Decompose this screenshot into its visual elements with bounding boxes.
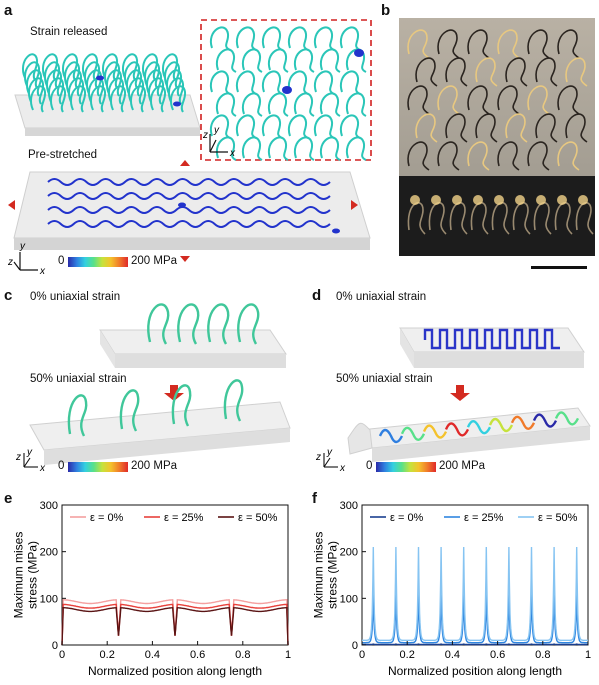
x-axis-label: Normalized position along length xyxy=(388,664,562,678)
panel-d-illustration: z y x xyxy=(315,327,591,474)
legend-label-1: ε = 25% xyxy=(464,512,504,524)
series-line-0 xyxy=(61,598,289,646)
d-axes-icon xyxy=(323,453,338,468)
d-down-arrow xyxy=(450,385,470,401)
colorbar-c xyxy=(68,462,128,472)
x-tick-label: 1 xyxy=(285,649,291,661)
chart-f: 0 0.2 0.4 0.6 0.8 1 0 100 200 300 Normalized posit… xyxy=(312,500,591,678)
y-tick-label: 200 xyxy=(40,547,58,559)
released-helices xyxy=(22,53,187,113)
prestretched-serpentine xyxy=(47,178,331,228)
x-tick-label: 0.2 xyxy=(400,649,415,661)
y-tick-label: 300 xyxy=(40,500,58,512)
colorbar-d xyxy=(376,462,436,472)
x-tick-label: 0.8 xyxy=(235,649,250,661)
released-center-dot xyxy=(96,75,104,81)
svg-text:x: x xyxy=(339,463,346,474)
legend-label-2: ε = 50% xyxy=(238,512,278,524)
y-tick-label: 0 xyxy=(52,640,58,652)
y-tick-label: 300 xyxy=(340,500,358,512)
svg-text:y: y xyxy=(326,447,333,458)
panel-b-photo xyxy=(399,18,595,256)
svg-text:x: x xyxy=(39,266,46,277)
svg-text:z: z xyxy=(15,452,21,463)
strain-released-caption: Strain released xyxy=(30,26,108,38)
panel-label-b: b xyxy=(381,2,391,19)
svg-text:y: y xyxy=(26,447,33,458)
y-tick-label: 100 xyxy=(340,593,358,605)
legend-label-1: ε = 25% xyxy=(164,512,204,524)
svg-text:y: y xyxy=(213,125,220,136)
x-tick-label: 0.6 xyxy=(490,649,505,661)
x-tick-label: 0 xyxy=(59,649,65,661)
prestretched-axes-icon xyxy=(13,252,38,271)
d-top-caption: 0% uniaxial strain xyxy=(336,291,427,303)
panel-label-e: e xyxy=(4,490,13,507)
x-tick-label: 0 xyxy=(359,649,365,661)
svg-text:z: z xyxy=(315,452,321,463)
panel-label-f: f xyxy=(312,490,317,507)
panel-c-illustration: z y x xyxy=(15,303,291,474)
y-axis-label: Maximum misesstress (MPa) xyxy=(312,532,340,619)
colorbar-d-min: 0 xyxy=(366,460,373,472)
colorbar-a-max: 200 MPa xyxy=(131,255,178,267)
x-tick-label: 0.8 xyxy=(535,649,550,661)
legend-label-0: ε = 0% xyxy=(90,512,124,524)
x-tick-label: 0.4 xyxy=(445,649,460,661)
svg-text:z: z xyxy=(202,130,208,141)
c-axes-icon xyxy=(23,453,38,468)
pre-stretched-caption: Pre-stretched xyxy=(28,149,98,161)
legend-label-2: ε = 50% xyxy=(538,512,578,524)
x-tick-label: 0.6 xyxy=(190,649,205,661)
colorbar-d-max: 200 MPa xyxy=(439,460,486,472)
series-line-2 xyxy=(362,546,588,641)
x-tick-label: 0.4 xyxy=(145,649,160,661)
y-tick-label: 0 xyxy=(352,640,358,652)
y-tick-label: 200 xyxy=(340,547,358,559)
panel-label-a: a xyxy=(4,2,13,19)
panel-label-d: d xyxy=(312,287,322,304)
scale-bar xyxy=(531,266,587,269)
zoom-axes-icon xyxy=(209,134,228,153)
series-line-2 xyxy=(61,606,289,646)
zoom-box xyxy=(200,19,372,161)
plot-frame xyxy=(61,504,289,646)
panel-label-c: c xyxy=(4,287,13,304)
colorbar-a xyxy=(68,257,128,267)
chart-e: 0 0.2 0.4 0.6 0.8 1 0 100 200 300 Normalized posit… xyxy=(12,500,291,678)
series-line-1 xyxy=(362,594,588,644)
svg-text:y: y xyxy=(19,241,26,252)
svg-text:x: x xyxy=(39,463,46,474)
colorbar-a-min: 0 xyxy=(58,255,65,267)
d-bottom-caption: 50% uniaxial strain xyxy=(336,373,433,385)
svg-text:z: z xyxy=(7,257,13,268)
colorbar-c-max: 200 MPa xyxy=(131,460,178,472)
y-axis-label: Maximum misesstress (MPa) xyxy=(12,532,40,619)
zoom-helices xyxy=(209,26,367,161)
stretch-arrows xyxy=(8,160,358,262)
c-down-arrow xyxy=(164,385,184,401)
legend-label-0: ε = 0% xyxy=(390,512,424,524)
c-top-caption: 0% uniaxial strain xyxy=(30,291,121,303)
x-axis-label: Normalized position along length xyxy=(88,664,262,678)
y-tick-label: 100 xyxy=(40,593,58,605)
colorbar-c-min: 0 xyxy=(58,460,65,472)
panel-a-illustration: z y x y z x xyxy=(7,19,372,277)
svg-text:x: x xyxy=(229,148,236,159)
c-bottom-caption: 50% uniaxial strain xyxy=(30,373,127,385)
x-tick-label: 1 xyxy=(585,649,591,661)
x-tick-label: 0.2 xyxy=(100,649,115,661)
